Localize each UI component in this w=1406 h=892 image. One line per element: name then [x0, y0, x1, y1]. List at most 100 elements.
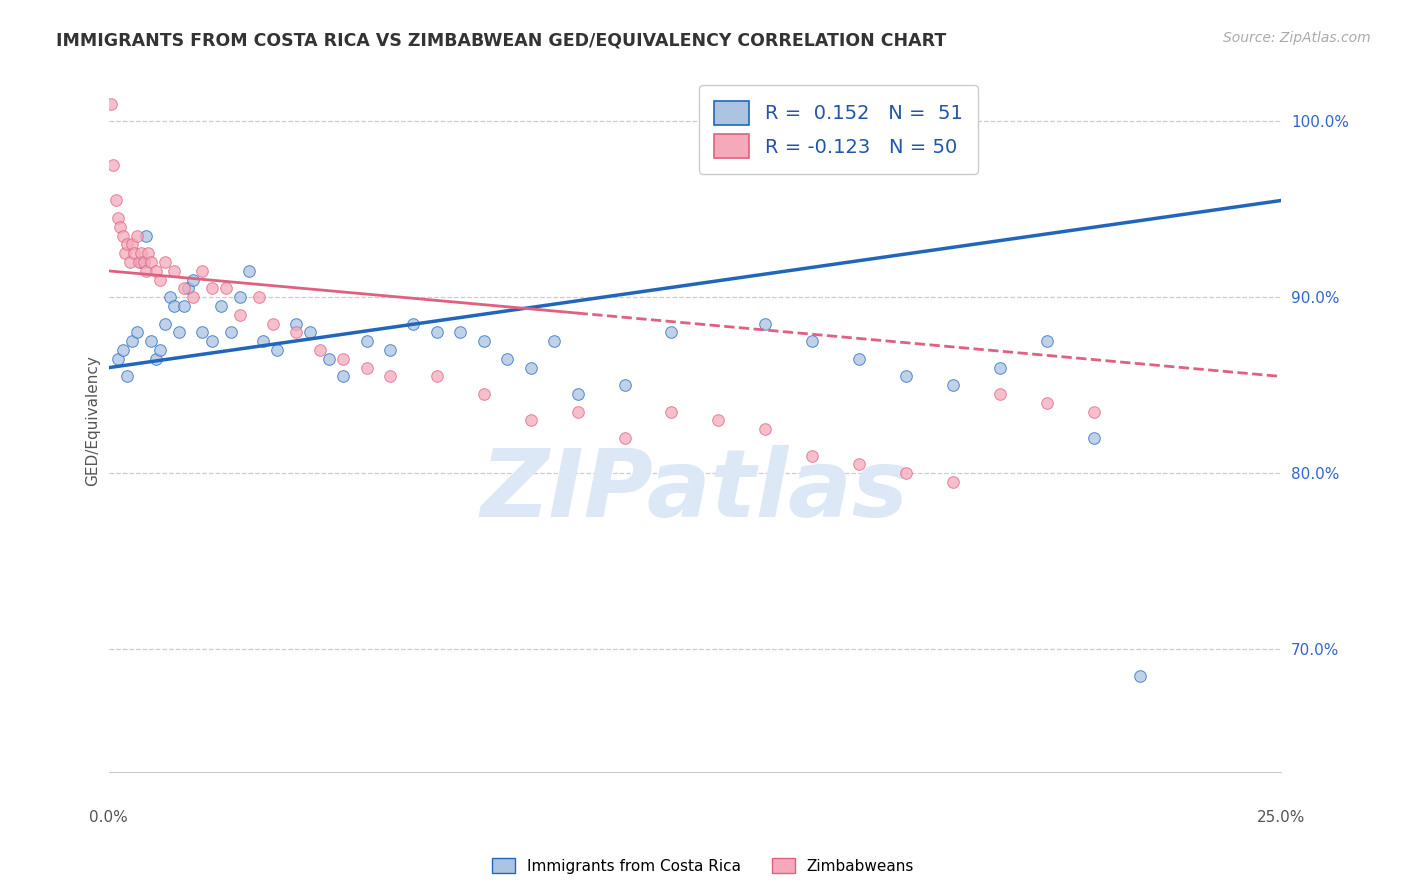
Point [238, 264, 260, 278]
Point [1035, 334, 1057, 349]
Point [942, 378, 965, 392]
Point [1035, 396, 1057, 410]
Point [173, 299, 195, 313]
Point [285, 326, 308, 340]
Point [215, 281, 238, 295]
Point [894, 467, 917, 481]
Point [125, 228, 148, 243]
Point [163, 299, 186, 313]
Point [318, 351, 340, 366]
Point [128, 255, 150, 269]
Point [472, 334, 495, 349]
Point [496, 351, 519, 366]
Point [177, 281, 200, 295]
Point [426, 369, 449, 384]
Point [163, 264, 186, 278]
Point [848, 351, 870, 366]
Point [449, 326, 471, 340]
Point [145, 351, 167, 366]
Point [356, 334, 378, 349]
Legend: Immigrants from Costa Rica, Zimbabweans: Immigrants from Costa Rica, Zimbabweans [486, 852, 920, 880]
Point [472, 387, 495, 401]
Point [167, 326, 190, 340]
Point [942, 475, 965, 489]
Point [107, 211, 129, 226]
Point [173, 281, 195, 295]
Point [107, 351, 129, 366]
Text: 25.0%: 25.0% [1257, 810, 1305, 825]
Y-axis label: GED/Equivalency: GED/Equivalency [86, 355, 100, 486]
Point [100, 96, 122, 111]
Legend: R =  0.152   N =  51, R = -0.123   N = 50: R = 0.152 N = 51, R = -0.123 N = 50 [699, 86, 979, 174]
Point [103, 158, 125, 172]
Point [252, 334, 274, 349]
Point [378, 343, 401, 357]
Point [135, 264, 157, 278]
Point [153, 317, 176, 331]
Point [132, 255, 155, 269]
Point [543, 334, 565, 349]
Point [111, 228, 134, 243]
Point [125, 326, 148, 340]
Point [848, 458, 870, 472]
Point [402, 317, 425, 331]
Text: 0.0%: 0.0% [89, 810, 128, 825]
Point [1083, 431, 1105, 445]
Point [114, 246, 136, 260]
Point [149, 273, 172, 287]
Point [145, 264, 167, 278]
Point [519, 413, 541, 427]
Point [988, 360, 1011, 375]
Point [356, 360, 378, 375]
Point [894, 369, 917, 384]
Point [229, 308, 252, 322]
Point [519, 360, 541, 375]
Point [139, 255, 162, 269]
Point [332, 351, 354, 366]
Point [135, 228, 157, 243]
Point [567, 387, 589, 401]
Point [201, 334, 224, 349]
Point [754, 422, 776, 436]
Point [117, 369, 139, 384]
Point [661, 326, 683, 340]
Point [1129, 668, 1152, 682]
Point [801, 334, 824, 349]
Point [181, 290, 204, 304]
Point [266, 343, 288, 357]
Point [124, 246, 146, 260]
Point [139, 334, 162, 349]
Point [247, 290, 270, 304]
Point [131, 255, 153, 269]
Point [229, 290, 252, 304]
Point [1083, 405, 1105, 419]
Point [121, 237, 143, 252]
Point [104, 194, 127, 208]
Point [308, 343, 330, 357]
Text: ZIPatlas: ZIPatlas [481, 445, 908, 537]
Point [707, 413, 730, 427]
Point [299, 326, 322, 340]
Point [111, 343, 134, 357]
Point [285, 317, 308, 331]
Point [613, 431, 636, 445]
Point [426, 326, 449, 340]
Point [138, 246, 160, 260]
Point [201, 281, 224, 295]
Point [191, 326, 214, 340]
Point [219, 326, 242, 340]
Point [754, 317, 776, 331]
Point [191, 264, 214, 278]
Text: Source: ZipAtlas.com: Source: ZipAtlas.com [1223, 31, 1371, 45]
Point [181, 273, 204, 287]
Point [149, 343, 172, 357]
Point [131, 246, 153, 260]
Point [801, 449, 824, 463]
Point [118, 255, 141, 269]
Point [378, 369, 401, 384]
Point [707, 158, 730, 172]
Point [613, 378, 636, 392]
Point [661, 405, 683, 419]
Point [332, 369, 354, 384]
Point [153, 255, 176, 269]
